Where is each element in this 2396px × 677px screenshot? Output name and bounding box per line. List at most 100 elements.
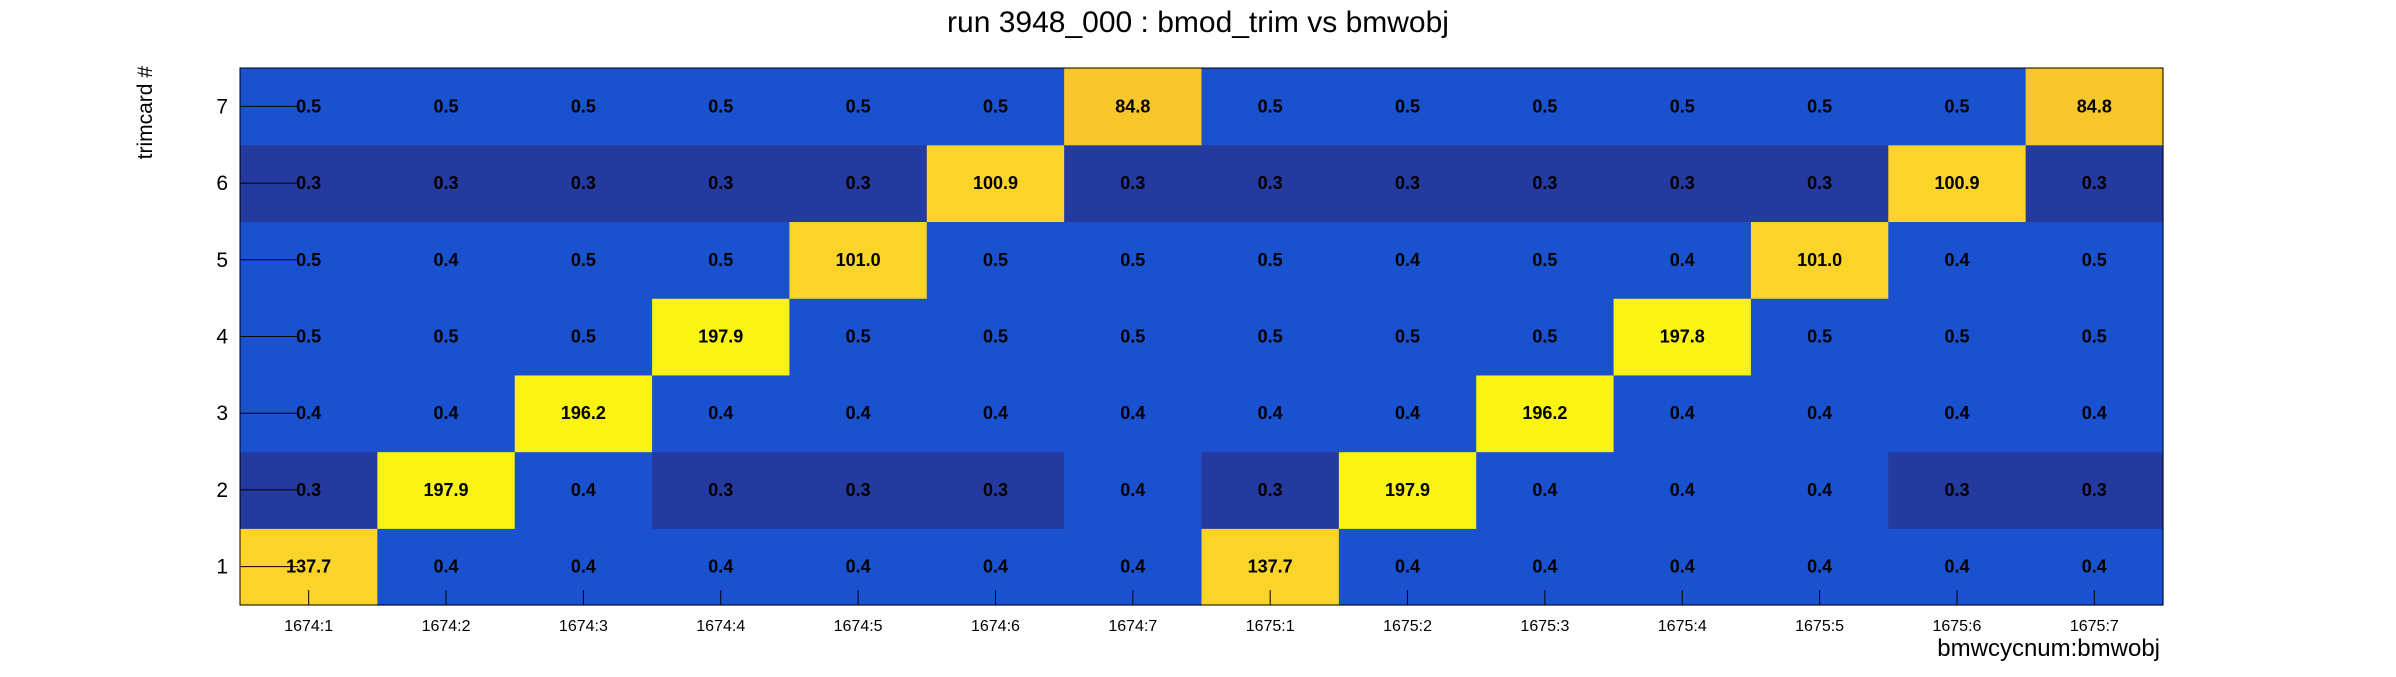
cell-value-label: 196.2 — [561, 403, 606, 423]
cell-value-label: 0.3 — [1258, 480, 1283, 500]
cell-value-label: 0.5 — [1532, 327, 1557, 347]
x-tick-label: 1674:2 — [422, 618, 471, 635]
cell-value-label: 0.4 — [983, 403, 1008, 423]
cell-value-label: 0.4 — [1532, 557, 1557, 577]
cell-value-label: 0.5 — [2082, 250, 2107, 270]
heatmap-cell — [652, 144, 791, 223]
cell-value-label: 0.4 — [434, 250, 459, 270]
cell-value-label: 0.5 — [1120, 250, 1145, 270]
heatmap-cell — [514, 298, 653, 376]
cell-value-label: 0.3 — [296, 480, 321, 500]
cell-value-label: 0.4 — [983, 557, 1008, 577]
cell-value-label: 0.5 — [1395, 96, 1420, 116]
cell-value-label: 100.9 — [973, 173, 1018, 193]
cell-value-label: 0.4 — [1395, 250, 1420, 270]
heatmap-cell — [1201, 144, 1340, 223]
heatmap-cell — [1613, 221, 1752, 299]
heatmap-cell — [1476, 144, 1615, 223]
cell-value-label: 0.5 — [571, 250, 596, 270]
heatmap-cell — [1613, 374, 1752, 453]
heatmap-cell — [2025, 68, 2164, 146]
cell-value-label: 0.3 — [1944, 480, 1969, 500]
cell-value-label: 0.4 — [1807, 480, 1832, 500]
x-tick-label: 1674:5 — [834, 618, 883, 635]
cell-value-label: 0.4 — [1670, 480, 1695, 500]
cell-value-label: 0.5 — [1258, 327, 1283, 347]
heatmap-cell — [1888, 451, 2027, 529]
x-tick-label: 1674:6 — [971, 618, 1020, 635]
heatmap-cell — [2025, 451, 2164, 529]
heatmap-cell — [1201, 221, 1340, 299]
cell-value-label: 0.5 — [1532, 96, 1557, 116]
cell-value-label: 0.4 — [571, 480, 596, 500]
cell-value-label: 0.3 — [2082, 480, 2107, 500]
x-tick-label: 1675:5 — [1795, 618, 1844, 635]
heatmap-cell — [1613, 298, 1752, 376]
cell-value-label: 0.5 — [1944, 96, 1969, 116]
heatmap-cell — [1476, 374, 1615, 453]
cell-value-label: 0.4 — [1807, 403, 1832, 423]
cell-value-label: 0.3 — [1532, 173, 1557, 193]
heatmap-cell — [789, 374, 928, 453]
heatmap-cell — [1064, 221, 1203, 299]
cell-value-label: 0.3 — [1395, 173, 1420, 193]
cell-value-label: 0.5 — [2082, 327, 2107, 347]
heatmap-cell — [652, 68, 791, 146]
cell-value-label: 0.3 — [1258, 173, 1283, 193]
heatmap-cell — [377, 221, 516, 299]
heatmap-cell — [377, 144, 516, 223]
heatmap-cell — [1064, 298, 1203, 376]
cell-value-label: 0.4 — [296, 403, 321, 423]
cell-value-label: 0.5 — [1258, 96, 1283, 116]
heatmap-cell — [377, 374, 516, 453]
heatmap-cell — [2025, 221, 2164, 299]
x-axis-label: bmwcycnum:bmwobj — [1937, 635, 2160, 662]
heatmap-cell — [1613, 144, 1752, 223]
cell-value-label: 0.4 — [846, 557, 871, 577]
y-tick-label: 3 — [216, 402, 228, 425]
heatmap-cell — [1750, 298, 1889, 376]
heatmap-cell — [1476, 298, 1615, 376]
heatmap-cell — [1338, 374, 1477, 453]
cell-value-label: 137.7 — [286, 557, 331, 577]
cell-value-label: 0.4 — [1944, 403, 1969, 423]
cell-value-label: 0.4 — [1944, 557, 1969, 577]
x-tick-label: 1674:4 — [696, 618, 745, 635]
cell-value-label: 84.8 — [1115, 96, 1150, 116]
cell-value-label: 0.5 — [708, 250, 733, 270]
heatmap-cell — [1064, 374, 1203, 453]
cell-value-label: 0.3 — [846, 480, 871, 500]
cell-value-label: 0.4 — [708, 557, 733, 577]
heatmap-cell — [2025, 144, 2164, 223]
cell-value-label: 0.4 — [2082, 557, 2107, 577]
heatmap-cell — [2025, 374, 2164, 453]
cell-value-label: 0.4 — [571, 557, 596, 577]
heatmap-cell — [1750, 374, 1889, 453]
heatmap-cell — [514, 374, 653, 453]
cell-value-label: 0.5 — [708, 96, 733, 116]
heatmap-cell — [514, 221, 653, 299]
cell-value-label: 197.9 — [424, 480, 469, 500]
cell-value-label: 0.4 — [1120, 557, 1145, 577]
heatmap-cell — [1201, 298, 1340, 376]
heatmap-cell — [789, 144, 928, 223]
heatmap-cell — [652, 221, 791, 299]
cell-value-label: 0.4 — [708, 403, 733, 423]
cell-value-label: 0.5 — [571, 96, 596, 116]
cell-value-label: 101.0 — [836, 250, 881, 270]
cell-value-label: 0.4 — [1670, 557, 1695, 577]
heatmap-cell — [1476, 221, 1615, 299]
heatmap-cell — [926, 144, 1065, 223]
heatmap-cell — [1064, 451, 1203, 529]
cell-value-label: 0.5 — [1120, 327, 1145, 347]
heatmap-cell — [377, 68, 516, 146]
heatmap-cell — [1613, 68, 1752, 146]
cell-value-label: 0.4 — [1395, 403, 1420, 423]
heatmap-cell — [1338, 451, 1477, 529]
cell-value-label: 196.2 — [1522, 403, 1567, 423]
cell-value-label: 0.3 — [2082, 173, 2107, 193]
heatmap-cell — [926, 374, 1065, 453]
heatmap-cell — [1750, 451, 1889, 529]
y-tick-label: 5 — [216, 249, 228, 272]
cell-value-label: 0.5 — [1807, 96, 1832, 116]
